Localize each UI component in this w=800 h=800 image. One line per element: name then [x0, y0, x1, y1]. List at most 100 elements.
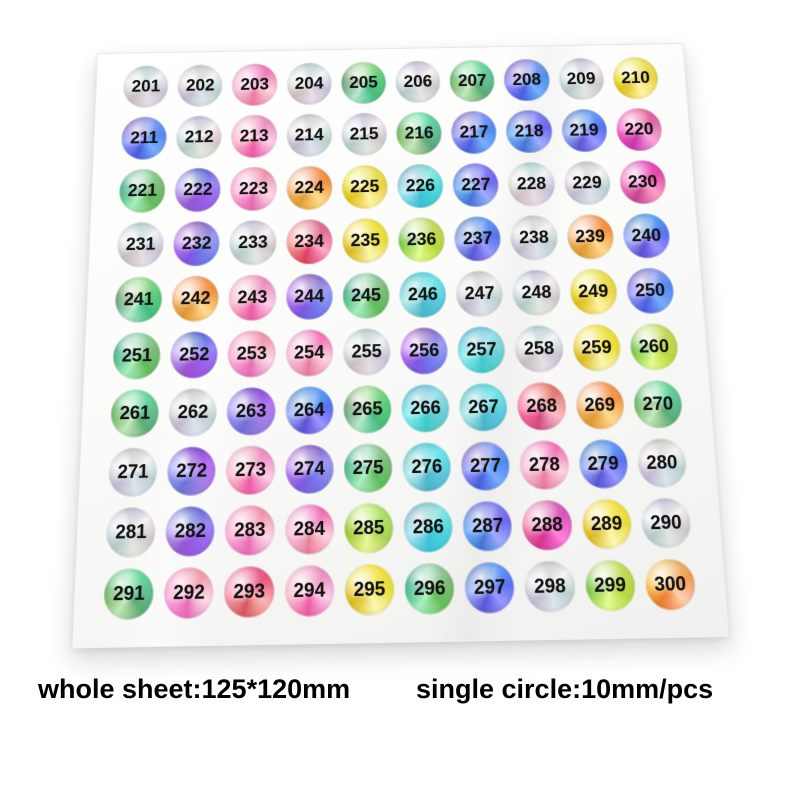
sticker-number: 279: [587, 453, 619, 475]
sticker-293: 293: [224, 566, 274, 618]
sticker-number: 266: [410, 397, 441, 419]
sticker-262: 262: [168, 388, 217, 437]
sticker-250: 250: [625, 267, 675, 314]
sticker-number: 230: [627, 172, 658, 192]
sticker-267: 267: [459, 383, 509, 432]
sticker-grid: 201 202 203 204 205 206 207 208 209 210 211 212 213 2…: [103, 57, 697, 620]
sticker-number: 246: [408, 284, 438, 305]
sticker-number: 295: [354, 578, 386, 601]
sticker-209: 209: [558, 58, 605, 101]
sticker-number: 284: [294, 518, 325, 541]
sticker-number: 281: [115, 521, 147, 544]
sticker-203: 203: [232, 63, 277, 106]
sticker-number: 207: [458, 71, 487, 90]
sticker-number: 296: [414, 577, 446, 600]
sticker-234: 234: [286, 219, 333, 265]
sticker-number: 299: [594, 574, 627, 597]
sticker-number: 285: [353, 517, 384, 540]
sticker-271: 271: [108, 447, 158, 497]
sticker-270: 270: [632, 380, 683, 429]
sticker-number: 220: [624, 120, 654, 140]
sticker-number: 210: [621, 68, 651, 87]
sticker-number: 239: [575, 227, 606, 248]
sticker-244: 244: [286, 273, 333, 320]
sticker-number: 215: [350, 124, 379, 144]
sticker-number: 232: [182, 233, 212, 254]
sticker-number: 280: [646, 452, 678, 474]
sticker-242: 242: [171, 275, 219, 322]
sticker-number: 300: [654, 573, 687, 596]
sticker-208: 208: [503, 59, 550, 102]
sticker-number: 292: [173, 581, 205, 605]
sticker-280: 280: [636, 438, 688, 488]
sticker-number: 274: [294, 458, 325, 480]
sticker-281: 281: [105, 507, 156, 558]
sticker-225: 225: [342, 165, 388, 210]
sticker-216: 216: [396, 112, 442, 156]
sticker-263: 263: [227, 387, 275, 436]
sticker-number: 218: [514, 122, 544, 142]
sticker-286: 286: [403, 502, 453, 553]
sticker-number: 247: [464, 283, 495, 304]
sticker-221: 221: [119, 169, 166, 214]
sticker-290: 290: [640, 498, 692, 549]
sticker-232: 232: [173, 221, 220, 267]
sticker-207: 207: [449, 60, 495, 103]
sticker-number: 293: [233, 580, 265, 604]
sticker-number: 273: [235, 459, 266, 481]
sticker-number: 231: [125, 234, 155, 255]
sticker-295: 295: [344, 564, 394, 616]
sticker-number: 251: [121, 345, 152, 366]
sticker-number: 260: [638, 336, 670, 357]
sticker-246: 246: [399, 271, 447, 318]
sticker-285: 285: [344, 503, 394, 554]
sticker-number: 283: [234, 519, 265, 542]
sticker-number: 228: [516, 174, 546, 194]
sticker-274: 274: [285, 444, 334, 494]
sticker-number: 264: [294, 399, 325, 421]
sticker-256: 256: [400, 327, 448, 375]
sticker-number: 245: [351, 285, 381, 306]
sticker-255: 255: [343, 328, 391, 376]
sticker-number: 267: [468, 396, 499, 418]
sticker-220: 220: [615, 108, 663, 152]
sticker-number: 290: [650, 512, 683, 535]
sticker-287: 287: [462, 501, 513, 552]
sticker-205: 205: [341, 61, 386, 104]
sticker-278: 278: [519, 440, 570, 490]
sticker-number: 226: [406, 176, 436, 196]
sticker-number: 234: [294, 231, 324, 252]
sticker-229: 229: [563, 161, 611, 206]
sticker-213: 213: [231, 114, 277, 158]
sticker-253: 253: [228, 330, 276, 378]
sticker-number: 252: [179, 344, 210, 365]
sticker-252: 252: [170, 331, 218, 379]
sticker-number: 219: [569, 121, 599, 141]
sticker-238: 238: [510, 215, 558, 261]
sticker-299: 299: [584, 560, 637, 612]
sticker-number: 287: [472, 515, 504, 538]
sticker-number: 268: [526, 395, 558, 417]
sticker-number: 205: [349, 73, 378, 92]
sticker-202: 202: [177, 64, 223, 107]
sticker-218: 218: [506, 110, 553, 154]
sticker-number: 248: [521, 282, 552, 303]
sticker-235: 235: [342, 218, 389, 264]
sticker-289: 289: [581, 499, 633, 550]
sticker-283: 283: [225, 505, 275, 556]
sticker-247: 247: [456, 270, 504, 317]
sticker-284: 284: [285, 504, 334, 555]
sticker-number: 242: [180, 288, 210, 309]
sticker-number: 237: [463, 228, 493, 249]
sticker-243: 243: [229, 274, 276, 321]
sticker-number: 258: [524, 338, 555, 359]
sticker-number: 241: [123, 289, 154, 310]
sticker-number: 272: [176, 460, 207, 482]
sticker-279: 279: [578, 439, 629, 489]
sticker-226: 226: [397, 164, 444, 209]
sticker-214: 214: [286, 113, 332, 157]
sticker-sheet-wrapper: 201 202 203 204 205 206 207 208 209 210 211 212 213 2…: [71, 43, 730, 648]
sticker-number: 203: [240, 75, 269, 94]
sticker-231: 231: [117, 222, 165, 268]
sticker-204: 204: [287, 62, 332, 105]
